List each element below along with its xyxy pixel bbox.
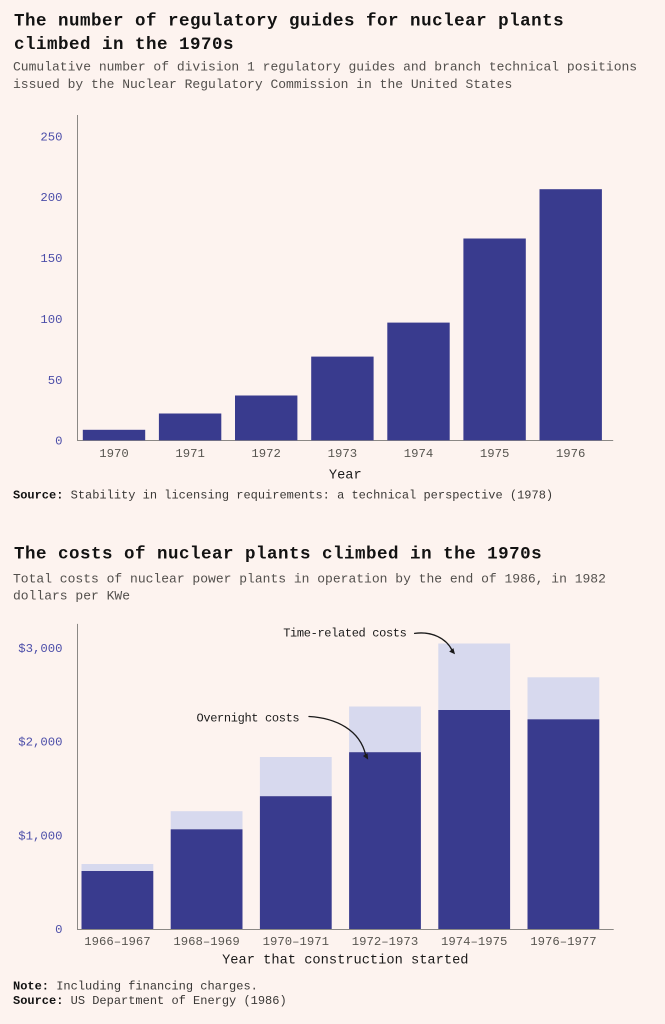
svg-text:150: 150: [40, 252, 62, 266]
svg-text:The number of regulatory guide: The number of regulatory guides for nucl…: [14, 12, 564, 32]
svg-text:1975: 1975: [480, 447, 510, 461]
svg-text:1966–1967: 1966–1967: [84, 935, 150, 949]
svg-text:0: 0: [55, 435, 62, 449]
svg-text:1973: 1973: [328, 447, 358, 461]
svg-text:0: 0: [55, 923, 62, 937]
svg-text:Year: Year: [329, 469, 362, 484]
svg-text:1974–1975: 1974–1975: [441, 935, 507, 949]
svg-text:dollars per KWe: dollars per KWe: [13, 589, 130, 604]
svg-text:1974: 1974: [404, 447, 434, 461]
svg-text:issued by the Nuclear Regulato: issued by the Nuclear Regulatory Commiss…: [13, 77, 512, 92]
svg-text:1971: 1971: [175, 447, 205, 461]
svg-text:1972–1973: 1972–1973: [352, 935, 418, 949]
svg-text:Source: Stability in licensing: Source: Stability in licensing requireme…: [13, 489, 553, 503]
svg-text:Total costs of nuclear power p: Total costs of nuclear power plants in o…: [13, 571, 606, 586]
svg-text:1970: 1970: [99, 447, 129, 461]
svg-text:Source: US Department of Energ: Source: US Department of Energy (1986): [13, 994, 287, 1008]
svg-text:50: 50: [48, 374, 63, 388]
svg-text:Cumulative number of division: Cumulative number of division 1 regulato…: [13, 59, 637, 74]
svg-text:climbed in the 1970s: climbed in the 1970s: [14, 35, 234, 55]
svg-text:200: 200: [40, 191, 62, 205]
svg-text:1970–1971: 1970–1971: [263, 935, 329, 949]
svg-text:250: 250: [40, 130, 62, 144]
svg-text:Overnight costs: Overnight costs: [197, 712, 300, 726]
svg-text:$3,000: $3,000: [18, 642, 62, 656]
svg-text:1976–1977: 1976–1977: [530, 935, 596, 949]
svg-text:The costs of nuclear plants cl: The costs of nuclear plants climbed in t…: [14, 544, 542, 564]
svg-text:1976: 1976: [556, 447, 586, 461]
svg-text:Note: Including financing char: Note: Including financing charges.: [13, 979, 258, 993]
svg-text:Time-related costs: Time-related costs: [283, 627, 406, 641]
svg-text:100: 100: [40, 313, 62, 327]
svg-text:$2,000: $2,000: [18, 736, 62, 750]
svg-text:$1,000: $1,000: [18, 829, 62, 843]
svg-text:1972: 1972: [251, 447, 281, 461]
svg-text:1968–1969: 1968–1969: [173, 935, 239, 949]
svg-text:Year that construction started: Year that construction started: [222, 953, 468, 968]
